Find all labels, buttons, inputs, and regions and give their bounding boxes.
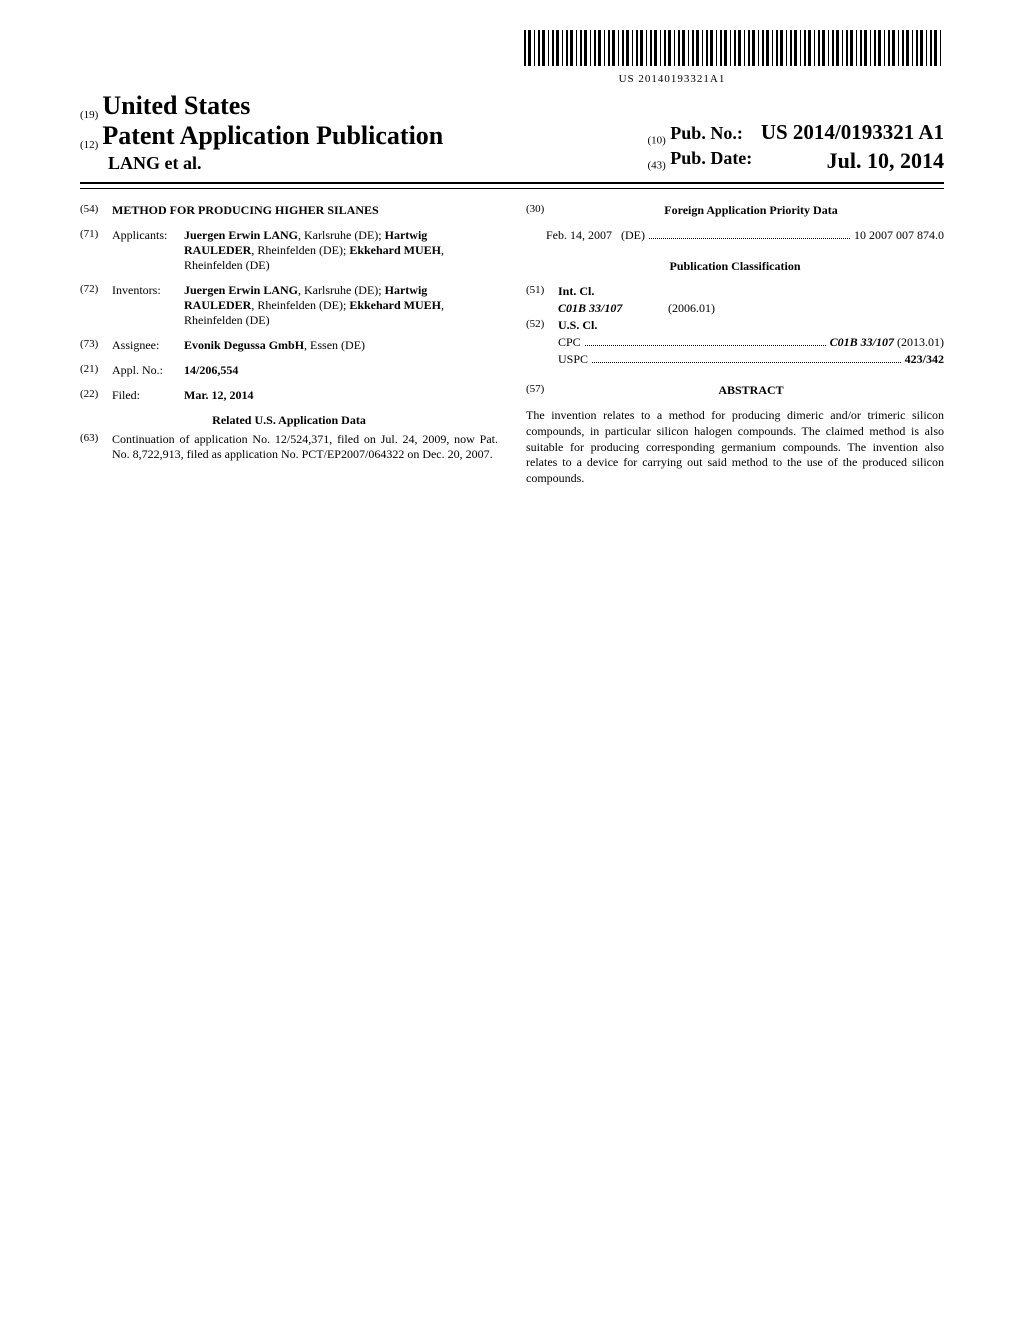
- pubno-line: (10) Pub. No.: US 2014/0193321 A1: [647, 120, 944, 147]
- assignee-value: Evonik Degussa GmbH, Essen (DE): [184, 338, 498, 353]
- code-72: (72): [80, 283, 112, 295]
- abstract-label: ABSTRACT: [558, 383, 944, 398]
- body-columns: (54) METHOD FOR PRODUCING HIGHER SILANES…: [80, 203, 944, 486]
- code-54: (54): [80, 203, 112, 215]
- header-right: (10) Pub. No.: US 2014/0193321 A1 (43) P…: [647, 120, 944, 175]
- right-column: (30) Foreign Application Priority Data F…: [526, 203, 944, 486]
- code-43: (43): [647, 160, 665, 172]
- barcode-text: US 20140193321A1: [400, 73, 944, 85]
- divider-thin: [80, 188, 944, 189]
- barcode-block: US 20140193321A1: [80, 30, 944, 85]
- dots-leader-3: [592, 362, 901, 363]
- intcl-ver: (2006.01): [668, 301, 715, 316]
- intcl-code: C01B 33/107: [558, 301, 668, 316]
- left-column: (54) METHOD FOR PRODUCING HIGHER SILANES…: [80, 203, 498, 486]
- code-51: (51): [526, 284, 558, 296]
- continuation-text: Continuation of application No. 12/524,3…: [112, 432, 498, 462]
- foreign-header: Foreign Application Priority Data: [558, 203, 944, 218]
- code-19: (19): [80, 109, 98, 121]
- cpc-label: CPC: [558, 335, 581, 350]
- code-63: (63): [80, 432, 112, 444]
- filed-label: Filed:: [112, 388, 184, 403]
- country: United States: [102, 91, 250, 120]
- applno-label: Appl. No.:: [112, 363, 184, 378]
- applicants-value: Juergen Erwin LANG, Karlsruhe (DE); Hart…: [184, 228, 498, 273]
- abstract-text: The invention relates to a method for pr…: [526, 408, 944, 486]
- cpc-ver: (2013.01): [897, 335, 944, 350]
- uspc-label: USPC: [558, 352, 588, 367]
- abstract-header-row: (57) ABSTRACT: [526, 383, 944, 398]
- uscl-row: (52) U.S. Cl.: [526, 318, 944, 333]
- pubno-label: Pub. No.:: [670, 123, 743, 143]
- code-52: (52): [526, 318, 558, 330]
- divider-thick: [80, 182, 944, 184]
- intcl-row: (51) Int. Cl.: [526, 284, 944, 299]
- author-etal: LANG et al.: [108, 153, 202, 173]
- code-21: (21): [80, 363, 112, 375]
- assignee-label: Assignee:: [112, 338, 184, 353]
- cpc-line: CPC C01B 33/107 (2013.01): [558, 335, 944, 350]
- pubno: US 2014/0193321 A1: [761, 120, 944, 144]
- code-10: (10): [647, 134, 665, 146]
- pubdate-label: Pub. Date:: [670, 148, 752, 168]
- patent-title: METHOD FOR PRODUCING HIGHER SILANES: [112, 203, 379, 218]
- uscl-block: CPC C01B 33/107 (2013.01) USPC 423/342: [558, 335, 944, 367]
- pub-type-line: (12) Patent Application Publication: [80, 121, 443, 151]
- code-71: (71): [80, 228, 112, 240]
- code-12: (12): [80, 139, 98, 151]
- applicants-label: Applicants:: [112, 228, 184, 243]
- filed-row: (22) Filed: Mar. 12, 2014: [80, 388, 498, 403]
- intcl-line: C01B 33/107 (2006.01): [558, 301, 944, 316]
- inventors-row: (72) Inventors: Juergen Erwin LANG, Karl…: [80, 283, 498, 328]
- intcl-label: Int. Cl.: [558, 284, 594, 299]
- continuation-row: (63) Continuation of application No. 12/…: [80, 432, 498, 462]
- header-left: (19) United States (12) Patent Applicati…: [80, 91, 443, 174]
- foreign-header-row: (30) Foreign Application Priority Data: [526, 203, 944, 218]
- filed-value: Mar. 12, 2014: [184, 388, 498, 403]
- code-57: (57): [526, 383, 558, 395]
- dots-leader: [649, 238, 850, 239]
- uscl-label: U.S. Cl.: [558, 318, 597, 333]
- foreign-app-row: Feb. 14, 2007 (DE) 10 2007 007 874.0: [546, 228, 944, 243]
- cpc-val: C01B 33/107: [830, 335, 894, 350]
- applno-value: 14/206,554: [184, 363, 498, 378]
- related-header: Related U.S. Application Data: [80, 413, 498, 428]
- inventors-label: Inventors:: [112, 283, 184, 298]
- inventors-value: Juergen Erwin LANG, Karlsruhe (DE); Hart…: [184, 283, 498, 328]
- pubdate: Jul. 10, 2014: [827, 148, 944, 174]
- country-line: (19) United States: [80, 91, 443, 121]
- barcode-graphic: [524, 30, 944, 66]
- foreign-cc: (DE): [621, 228, 645, 243]
- uspc-line: USPC 423/342: [558, 352, 944, 367]
- assignee-row: (73) Assignee: Evonik Degussa GmbH, Esse…: [80, 338, 498, 353]
- pub-type: Patent Application Publication: [102, 121, 443, 150]
- uspc-val: 423/342: [905, 352, 944, 367]
- classification-header: Publication Classification: [526, 259, 944, 274]
- code-22: (22): [80, 388, 112, 400]
- dots-leader-2: [585, 345, 826, 346]
- pubdate-line: (43) Pub. Date: Jul. 10, 2014: [647, 148, 944, 174]
- patent-page: US 20140193321A1 (19) United States (12)…: [0, 0, 1024, 526]
- title-row: (54) METHOD FOR PRODUCING HIGHER SILANES: [80, 203, 498, 218]
- applicants-row: (71) Applicants: Juergen Erwin LANG, Kar…: [80, 228, 498, 273]
- intcl-block: C01B 33/107 (2006.01): [558, 301, 944, 316]
- author-line: LANG et al.: [108, 153, 443, 174]
- foreign-num: 10 2007 007 874.0: [854, 228, 944, 243]
- foreign-date: Feb. 14, 2007: [546, 228, 612, 243]
- header-row: (19) United States (12) Patent Applicati…: [80, 91, 944, 174]
- code-30: (30): [526, 203, 558, 215]
- applno-row: (21) Appl. No.: 14/206,554: [80, 363, 498, 378]
- code-73: (73): [80, 338, 112, 350]
